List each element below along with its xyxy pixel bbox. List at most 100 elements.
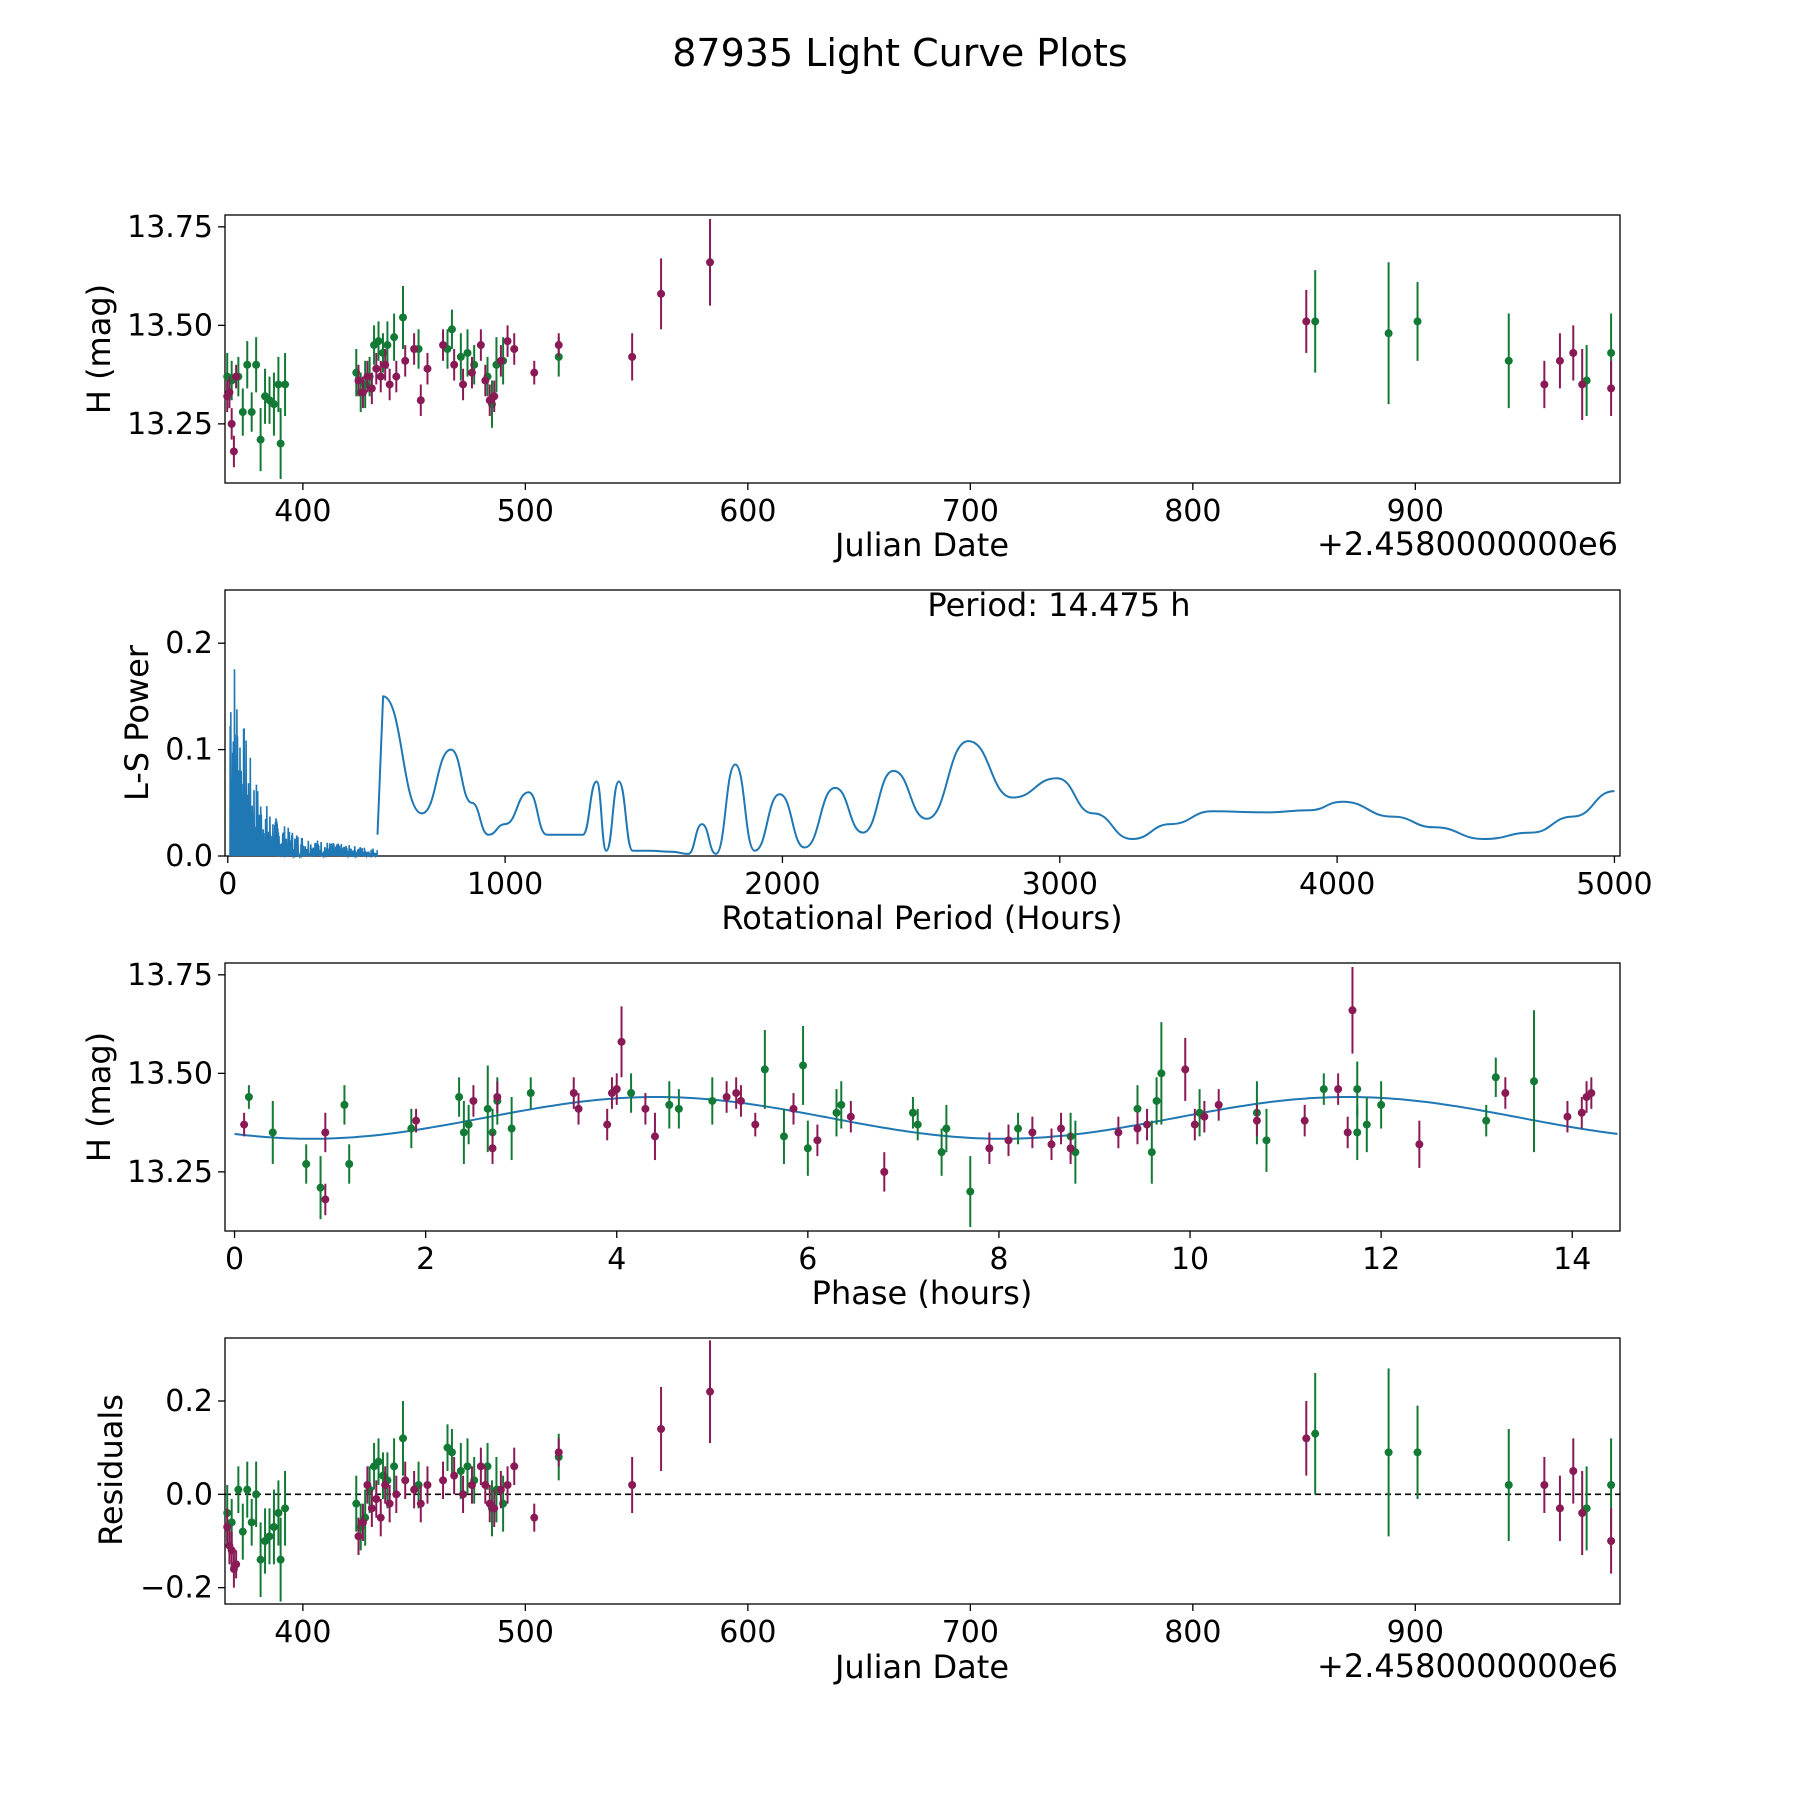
data-point [1504, 1481, 1513, 1489]
data-point [455, 1093, 464, 1101]
data-point [439, 1476, 448, 1485]
data-point [837, 1100, 846, 1109]
residuals-ticks: 400 500 600 700 800 900 −0.2 0.0 0.2 [140, 1384, 1444, 1650]
data-point [276, 439, 285, 448]
data-point [1413, 1448, 1422, 1457]
data-point [256, 435, 265, 444]
data-point [392, 1490, 401, 1499]
data-point [450, 1471, 459, 1480]
x-tick-label: 0 [218, 867, 237, 902]
data-point [416, 396, 425, 405]
data-point [1377, 1100, 1386, 1109]
data-point [751, 1120, 760, 1129]
data-point [281, 1504, 290, 1513]
data-point [628, 352, 637, 361]
data-point [476, 341, 485, 350]
residuals-xlabel: Julian Date [833, 1648, 1009, 1686]
data-point [410, 1485, 419, 1494]
data-point [880, 1167, 889, 1176]
x-tick-label: 400 [274, 494, 331, 529]
data-point [247, 408, 256, 417]
data-point [641, 1104, 650, 1113]
data-point [569, 1089, 578, 1098]
data-point [496, 356, 505, 365]
data-point [1501, 1089, 1510, 1098]
data-point [450, 360, 459, 369]
x-tick-label: 10 [1171, 1242, 1209, 1277]
phased-light-curve-panel: 0 2 4 6 8 10 12 14 13.25 13.50 13.75 Phase (hours)… [80, 958, 1621, 1312]
data-point [423, 1481, 432, 1489]
data-point [1302, 317, 1311, 326]
data-point [447, 325, 456, 334]
x-tick-label: 900 [1387, 494, 1444, 529]
data-point [374, 1457, 383, 1466]
data-point [321, 1128, 330, 1137]
data-point [760, 1065, 769, 1074]
y-tick-label: 0.2 [165, 626, 213, 661]
data-point [276, 1555, 285, 1564]
data-point [736, 1096, 745, 1105]
data-point [232, 1560, 241, 1569]
data-point [256, 1555, 265, 1564]
light-curve-ylabel: H (mag) [80, 284, 118, 414]
light-curve-panel: 400 500 600 700 800 900 13.25 13.50 13.75 Julian… [80, 210, 1621, 564]
data-point [1555, 356, 1564, 365]
data-point [1190, 1120, 1199, 1129]
data-point [603, 1120, 612, 1129]
data-point [617, 1037, 626, 1046]
data-point [1343, 1128, 1352, 1137]
data-point [706, 1387, 715, 1396]
x-tick-label: 900 [1387, 1615, 1444, 1650]
data-point [985, 1144, 994, 1153]
data-point [722, 1093, 731, 1101]
data-point [1262, 1136, 1271, 1145]
x-tick-label: 1000 [467, 867, 543, 902]
data-point [908, 1108, 917, 1117]
phased-light-curve-ylabel: H (mag) [80, 1032, 118, 1162]
data-point [244, 1093, 253, 1101]
data-point [1569, 348, 1578, 357]
data-point [269, 1523, 278, 1531]
data-point [376, 372, 385, 381]
data-point [966, 1187, 975, 1196]
residuals-panel: 400 500 600 700 800 900 −0.2 0.0 0.2 Julian Date… [92, 1337, 1621, 1686]
data-point [447, 1448, 456, 1457]
data-point [401, 1476, 410, 1485]
data-point [1302, 1434, 1311, 1443]
data-point [789, 1104, 798, 1113]
data-point [657, 1425, 666, 1433]
data-point [345, 1160, 354, 1168]
residuals-ylabel: Residuals [92, 1394, 130, 1546]
data-point [354, 1532, 363, 1541]
data-point [467, 1481, 476, 1489]
data-point [1607, 348, 1616, 357]
data-point [706, 258, 715, 267]
residuals-points [223, 1340, 1620, 1602]
x-tick-label: 14 [1553, 1242, 1591, 1277]
data-point [463, 348, 472, 357]
data-point [227, 419, 236, 428]
y-tick-label: 0.0 [165, 1477, 213, 1512]
data-point [238, 408, 247, 417]
periodogram-panel: 0 1000 2000 3000 4000 5000 0.0 0.1 0.2 Period: 1… [118, 586, 1653, 937]
data-point [1057, 1124, 1066, 1133]
data-point [476, 1462, 485, 1471]
phased-light-curve-ticks: 0 2 4 6 8 10 12 14 13.25 13.50 13.75 [127, 958, 1591, 1277]
data-point [481, 376, 490, 385]
data-point [456, 352, 465, 361]
y-tick-label: 13.50 [127, 1056, 213, 1091]
x-tick-label: 5000 [1576, 867, 1652, 902]
periodogram-title: Period: 14.475 h [927, 586, 1190, 624]
data-point [392, 372, 401, 381]
data-point [265, 1532, 274, 1541]
data-point [1143, 1120, 1152, 1129]
data-point [1540, 1481, 1549, 1489]
data-point [463, 1462, 472, 1471]
data-point [281, 380, 290, 389]
data-point [799, 1061, 808, 1070]
data-point [352, 1499, 361, 1508]
data-point [1319, 1085, 1328, 1094]
data-point [554, 341, 563, 350]
x-tick-label: 400 [274, 1615, 331, 1650]
data-point [358, 388, 367, 397]
